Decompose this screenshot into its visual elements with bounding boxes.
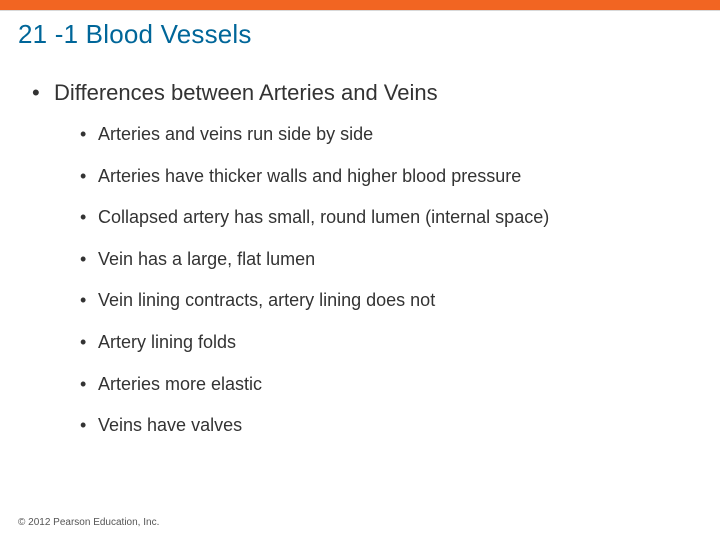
list-item: Vein has a large, flat lumen	[80, 249, 688, 271]
list-item: Vein lining contracts, artery lining doe…	[80, 290, 688, 312]
slide-title: 21 -1 Blood Vessels	[0, 11, 720, 54]
top-accent-bar	[0, 0, 720, 10]
list-item: Artery lining folds	[80, 332, 688, 354]
slide: 21 -1 Blood Vessels Differences between …	[0, 0, 720, 540]
list-item: Veins have valves	[80, 415, 688, 437]
list-item: Collapsed artery has small, round lumen …	[80, 207, 688, 229]
list-item: Arteries have thicker walls and higher b…	[80, 166, 688, 188]
sub-bullet-list: Arteries and veins run side by side Arte…	[32, 124, 688, 437]
main-bullet: Differences between Arteries and Veins	[32, 80, 688, 106]
copyright-text: © 2012 Pearson Education, Inc.	[18, 517, 159, 528]
list-item: Arteries and veins run side by side	[80, 124, 688, 146]
list-item: Arteries more elastic	[80, 374, 688, 396]
content-area: Differences between Arteries and Veins A…	[0, 54, 720, 437]
